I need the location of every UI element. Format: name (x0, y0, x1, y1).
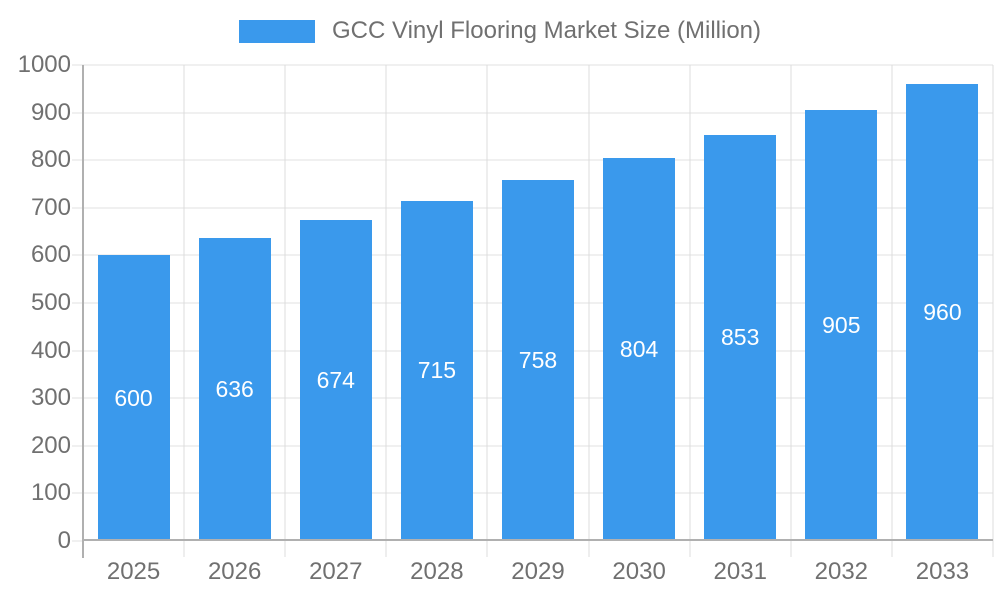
y-axis-label: 200 (30, 431, 71, 459)
x-axis-label-2030: 2030 (612, 558, 666, 585)
v-gridline (689, 65, 691, 541)
y-tick-mark (72, 397, 83, 399)
v-gridline (486, 65, 488, 541)
v-gridline (183, 65, 185, 541)
bar-value-label: 600 (114, 384, 153, 411)
y-axis: 0 100 200 300 400 500 600 700 800 900 1000 (0, 53, 71, 553)
x-tick-mark (689, 541, 691, 557)
v-gridline (284, 65, 286, 541)
h-gridline (83, 159, 993, 161)
v-gridline (891, 65, 893, 541)
y-tick-mark (72, 159, 83, 161)
bar-2027[interactable]: 674 (299, 220, 372, 541)
x-tick-mark (588, 541, 590, 557)
x-tick-mark (992, 541, 994, 557)
x-axis-label-2026: 2026 (207, 558, 262, 585)
x-axis-label-2025: 2025 (106, 558, 161, 585)
y-tick-mark (72, 492, 83, 494)
y-tick-mark (72, 445, 83, 447)
bar-2025[interactable]: 600 (97, 255, 170, 541)
bar-2031[interactable]: 853 (704, 134, 777, 541)
bar-2029[interactable]: 758 (502, 180, 574, 541)
bar-value-label: 804 (619, 336, 659, 363)
h-gridline (83, 64, 993, 66)
y-axis-line (82, 65, 84, 558)
y-axis-label: 900 (30, 98, 71, 126)
x-tick-mark (183, 541, 185, 557)
h-gridline (83, 112, 993, 114)
y-axis-label: 100 (30, 479, 71, 507)
x-axis-label-2027: 2027 (309, 558, 363, 585)
y-tick-mark (72, 64, 83, 66)
bar-value-label: 636 (215, 376, 254, 403)
x-axis-label-2028: 2028 (410, 558, 464, 585)
x-axis-label-2031: 2031 (713, 558, 767, 585)
bar-2030[interactable]: 804 (603, 158, 676, 541)
x-axis-line (82, 539, 993, 541)
y-tick-mark (72, 350, 83, 352)
x-tick-mark (284, 541, 286, 557)
bar-value-label: 960 (923, 299, 962, 326)
bar-value-label: 674 (316, 367, 355, 394)
legend: GCC Vinyl Flooring Market Size (Million) (0, 17, 1000, 45)
bar-value-label: 853 (721, 324, 760, 351)
legend-item[interactable]: GCC Vinyl Flooring Market Size (Million) (239, 17, 761, 45)
x-tick-mark (486, 541, 488, 557)
y-tick-mark (72, 254, 83, 256)
x-axis-label-2029: 2029 (511, 558, 565, 585)
y-axis-label: 0 (57, 527, 71, 554)
bar-value-label: 715 (417, 357, 457, 384)
v-gridline (588, 65, 590, 541)
bar-2033[interactable]: 960 (906, 84, 979, 541)
x-axis: 2025 2026 2027 2028 2029 2030 2031 2032 2033 (83, 558, 993, 592)
x-tick-mark (385, 541, 387, 557)
y-axis-label: 700 (30, 193, 71, 221)
v-gridline (385, 65, 387, 541)
bar-2028[interactable]: 715 (400, 200, 473, 541)
y-axis-label: 400 (30, 336, 71, 364)
y-axis-label: 800 (30, 146, 71, 174)
bar-value-label: 758 (518, 347, 558, 374)
y-axis-label: 500 (30, 289, 71, 316)
bar-value-label: 905 (822, 312, 861, 339)
x-axis-label-2033: 2033 (915, 558, 970, 585)
legend-swatch (239, 19, 315, 43)
y-tick-mark (72, 302, 83, 304)
plot-area: 600 636 674 715 758 804 853 905 960 (72, 64, 994, 558)
y-tick-mark (72, 540, 83, 542)
v-gridline (790, 65, 792, 541)
legend-label: GCC Vinyl Flooring Market Size (Million) (332, 17, 761, 44)
y-axis-label: 300 (30, 384, 71, 412)
bar-2032[interactable]: 905 (805, 110, 878, 541)
y-tick-mark (72, 207, 83, 209)
v-gridline (992, 65, 994, 541)
y-axis-label: 600 (30, 241, 71, 269)
y-axis-label: 1000 (17, 51, 71, 78)
bar-2026[interactable]: 636 (198, 238, 271, 541)
x-axis-label-2032: 2032 (814, 558, 869, 585)
y-tick-mark (72, 112, 83, 114)
x-tick-mark (790, 541, 792, 557)
x-tick-mark (891, 541, 893, 557)
